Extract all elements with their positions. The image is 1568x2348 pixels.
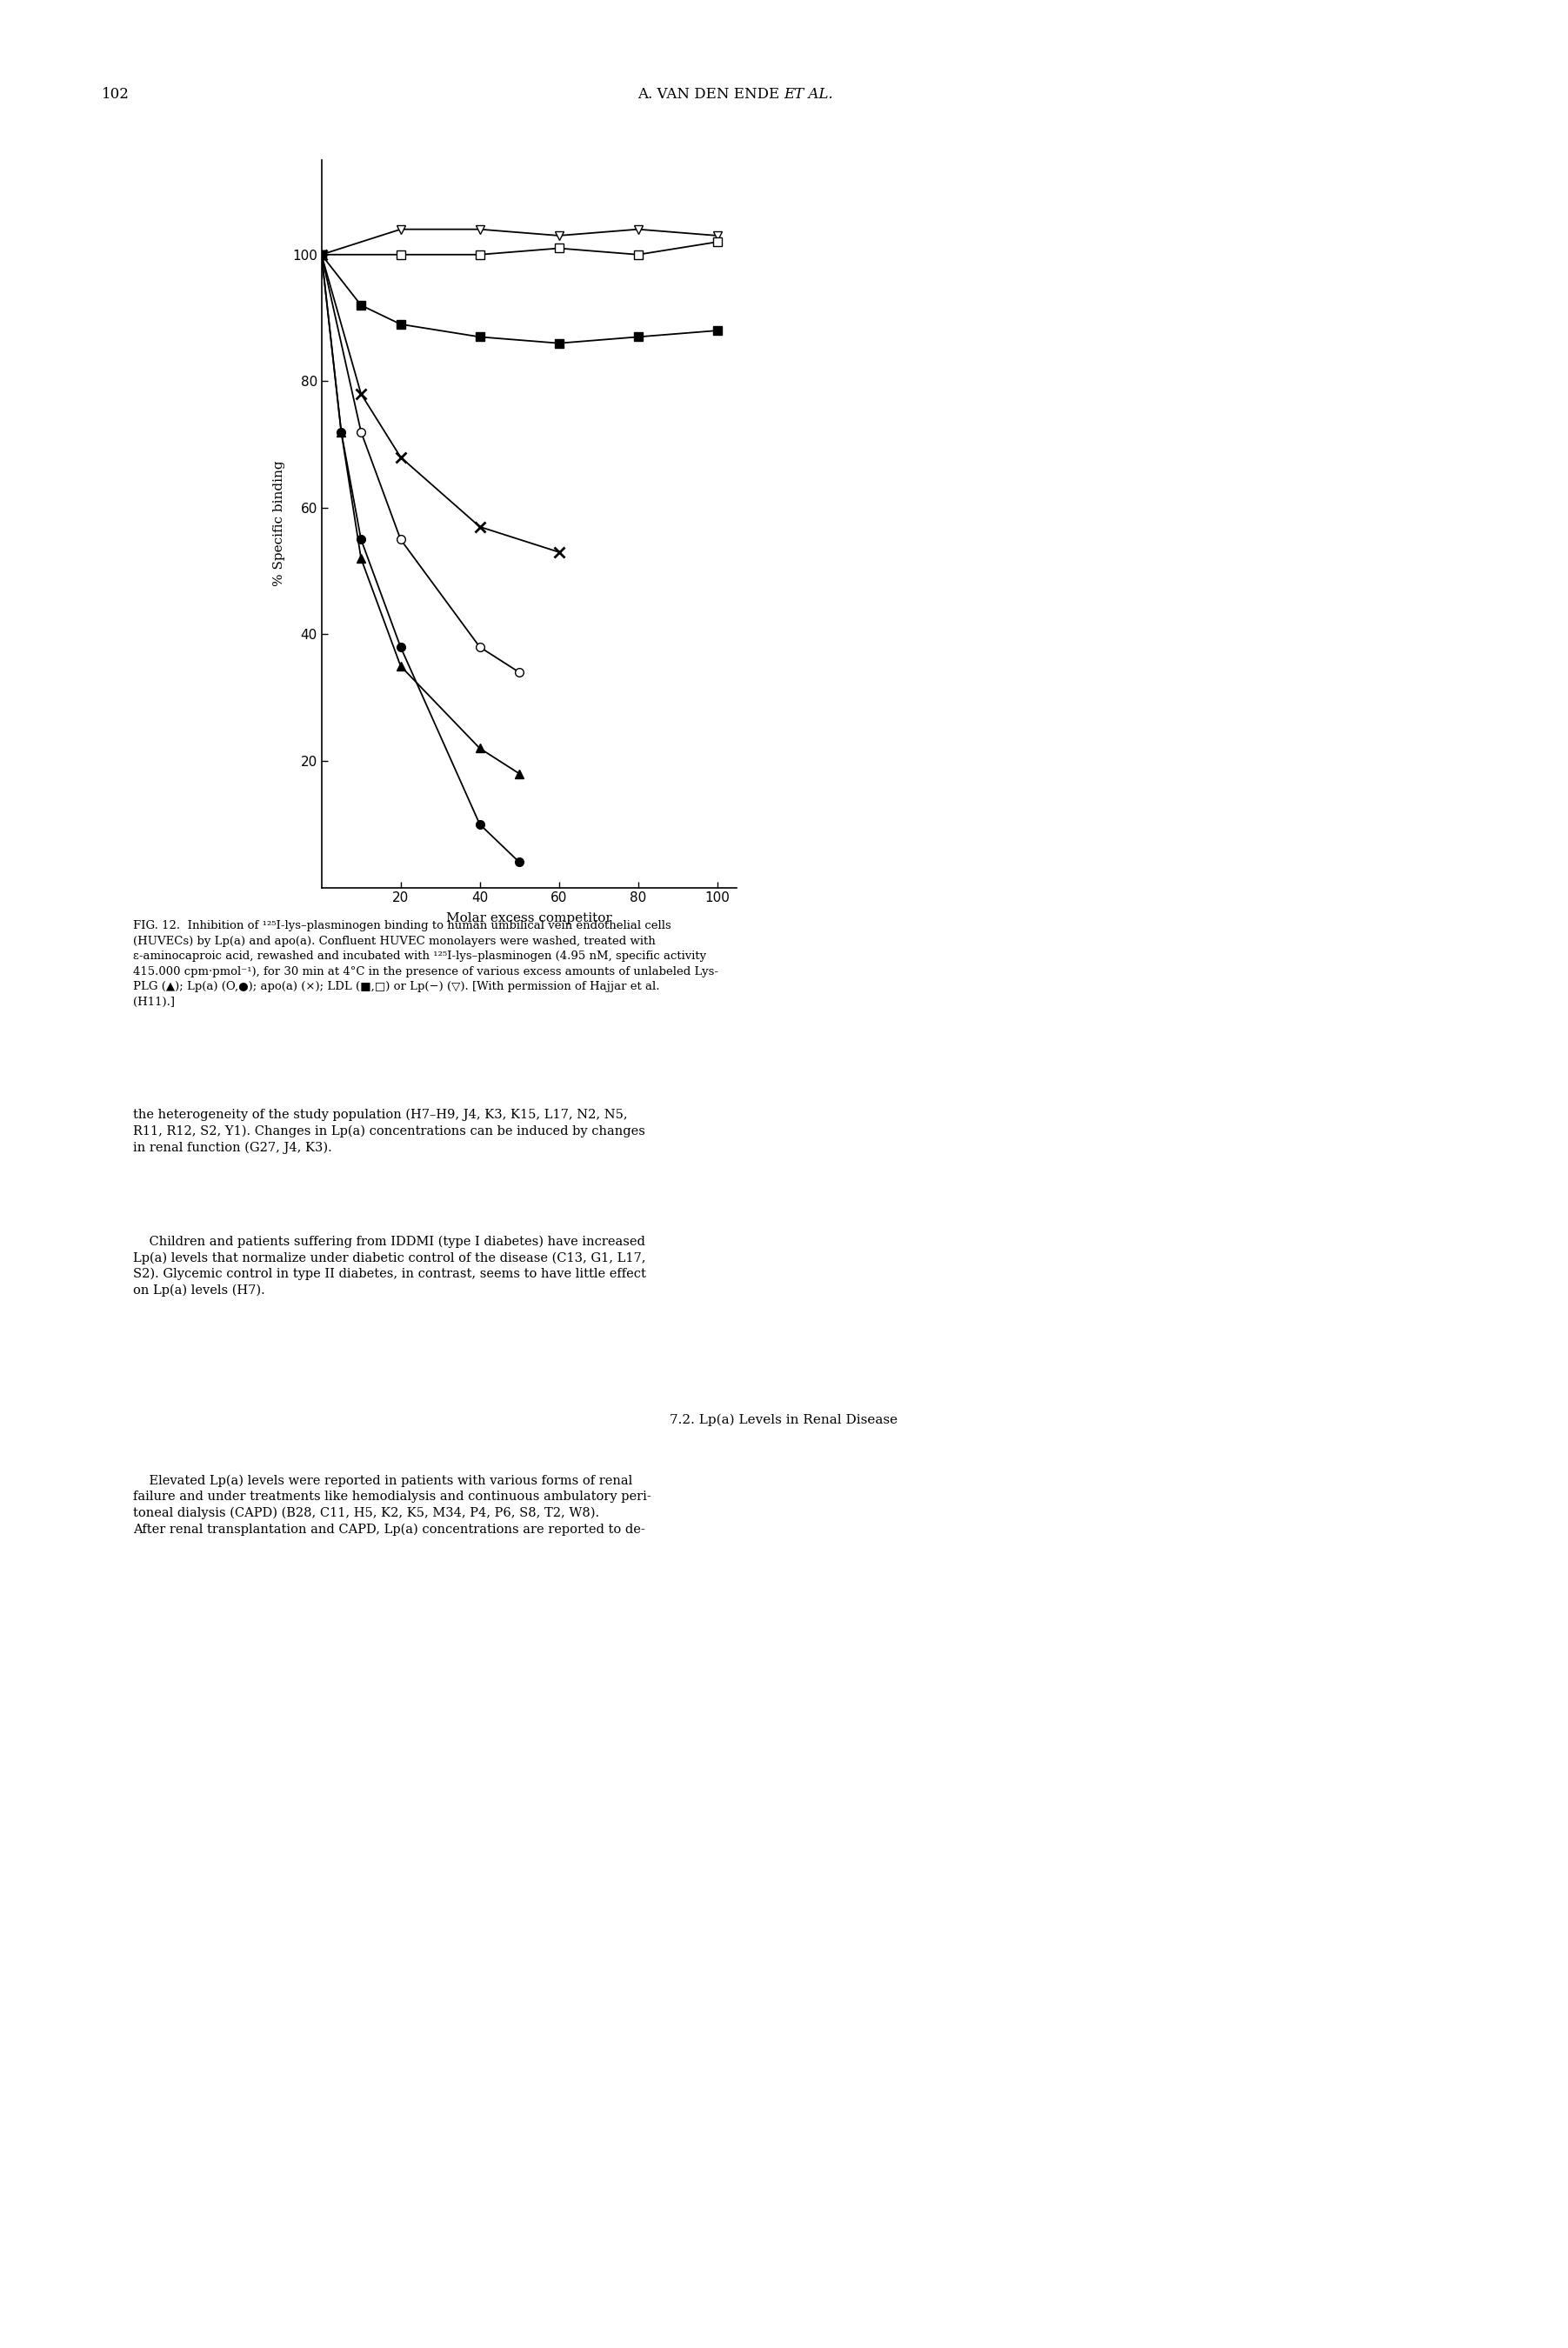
Text: 102: 102: [102, 87, 130, 101]
X-axis label: Molar excess competitor: Molar excess competitor: [447, 911, 612, 925]
Text: ET AL.: ET AL.: [784, 87, 833, 101]
Text: 7.2. Lp(a) Levels in Renal Disease: 7.2. Lp(a) Levels in Renal Disease: [670, 1413, 898, 1425]
Y-axis label: % Specific binding: % Specific binding: [273, 460, 285, 587]
Text: Children and patients suffering from IDDMI (type I diabetes) have increased
Lp(a: Children and patients suffering from IDD…: [133, 1235, 646, 1296]
Text: A. VAN DEN ENDE: A. VAN DEN ENDE: [638, 87, 784, 101]
Text: FIG. 12.  Inhibition of ¹²⁵I-lys–plasminogen binding to human umbilical vein end: FIG. 12. Inhibition of ¹²⁵I-lys–plasmino…: [133, 920, 718, 1007]
Text: Elevated Lp(a) levels were reported in patients with various forms of renal
fail: Elevated Lp(a) levels were reported in p…: [133, 1475, 651, 1536]
Text: the heterogeneity of the study population (H7–H9, J4, K3, K15, L17, N2, N5,
R11,: the heterogeneity of the study populatio…: [133, 1108, 646, 1153]
